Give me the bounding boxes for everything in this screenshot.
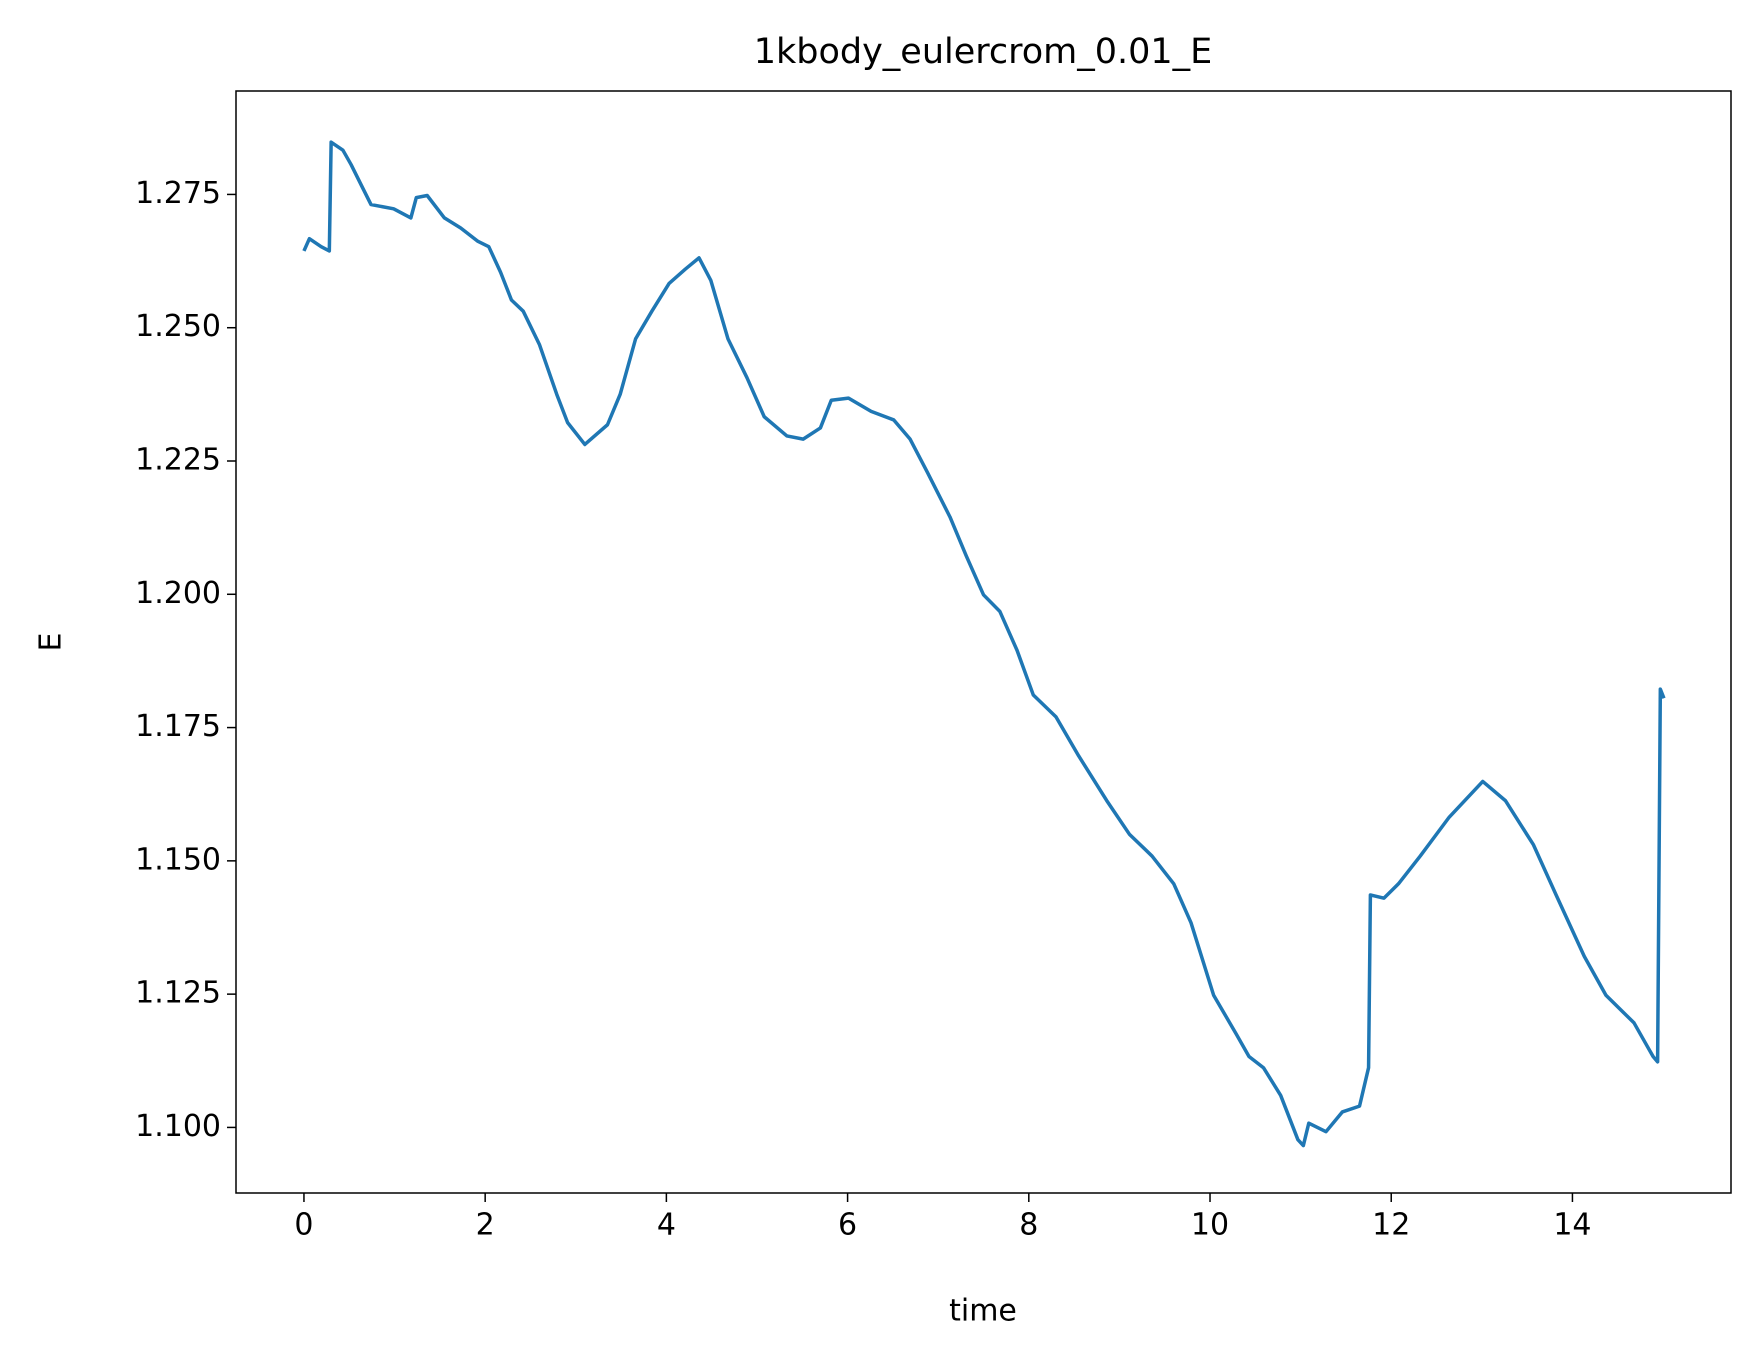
x-tick-label: 0 — [294, 1208, 313, 1243]
x-axis-label: time — [949, 1294, 1017, 1329]
y-tick-label: 1.125 — [135, 976, 221, 1011]
data-line — [302, 140, 1666, 1148]
y-tick-label: 1.100 — [135, 1109, 221, 1144]
x-tick-label: 8 — [1019, 1208, 1038, 1243]
x-tick-label: 14 — [1553, 1208, 1591, 1243]
x-tick-label: 6 — [838, 1208, 857, 1243]
x-tick-label: 12 — [1372, 1208, 1410, 1243]
y-tick-label: 1.225 — [135, 442, 221, 477]
y-tick-label: 1.175 — [135, 709, 221, 744]
axes-frame — [235, 90, 1732, 1194]
x-tick-label: 2 — [476, 1208, 495, 1243]
x-tick-label: 10 — [1191, 1208, 1229, 1243]
y-tick-label: 1.275 — [135, 176, 221, 211]
chart-title: 1kbody_eulercrom_0.01_E — [754, 32, 1213, 72]
y-tick-label: 1.200 — [135, 576, 221, 611]
y-axis-label: E — [34, 633, 69, 652]
y-tick-label: 1.150 — [135, 842, 221, 877]
y-tick-label: 1.250 — [135, 309, 221, 344]
x-tick-label: 4 — [657, 1208, 676, 1243]
